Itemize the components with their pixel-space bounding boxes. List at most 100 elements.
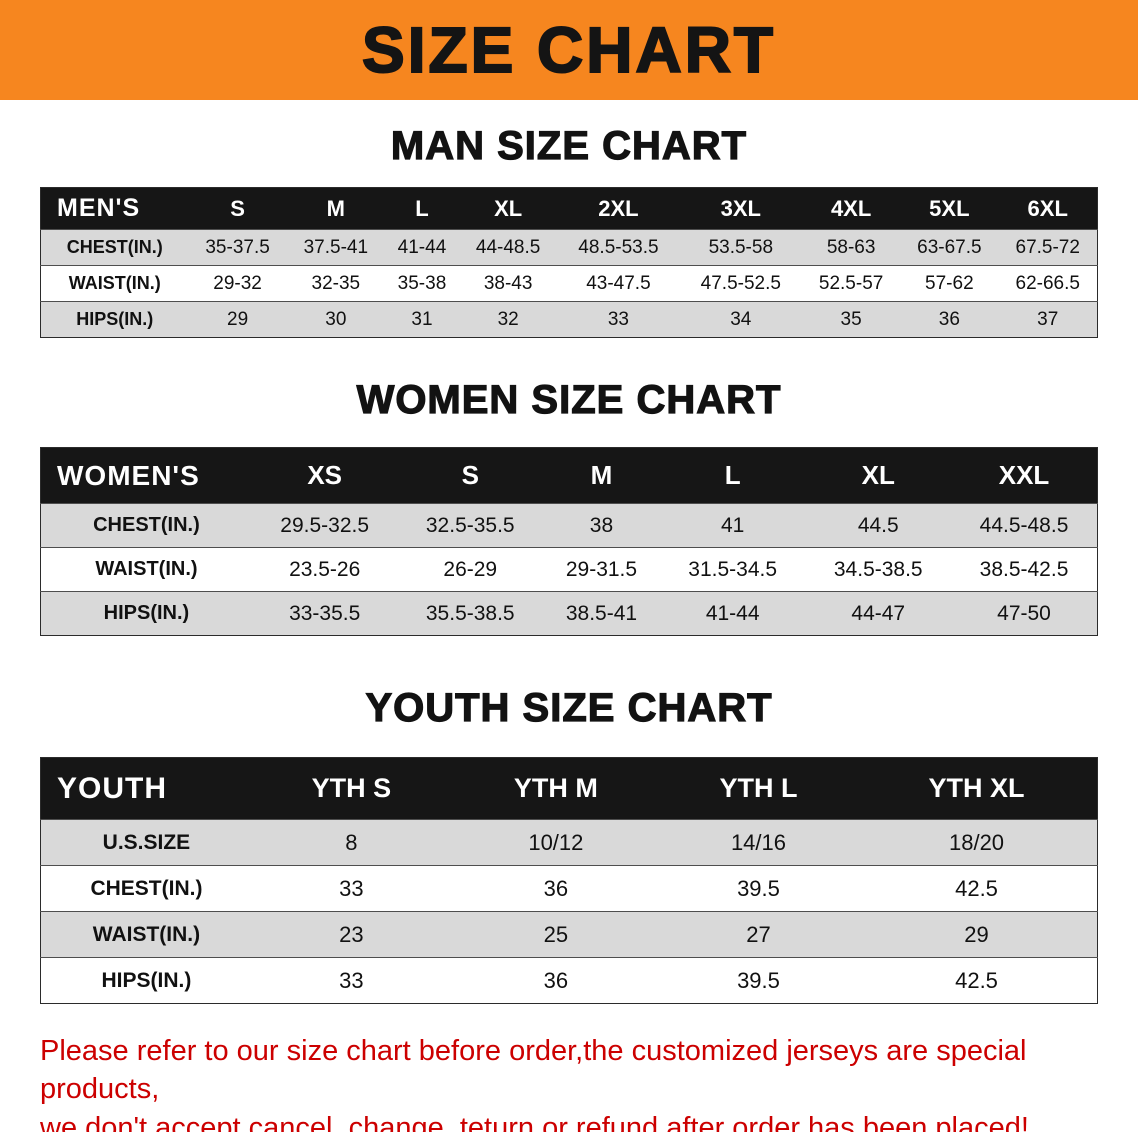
- women-size-table: WOMEN'S XS S M L XL XXL CHEST(IN.) 29.5-32.5 32.5…: [40, 447, 1098, 636]
- value-cell: 44.5: [857, 513, 899, 537]
- value-cell: 44-47: [851, 601, 906, 625]
- size-column-header: 3XL: [720, 195, 761, 221]
- size-column-header: 2XL: [598, 195, 639, 221]
- value-cell: 47.5-52.5: [700, 272, 781, 294]
- value-cell: 31.5-34.5: [688, 557, 778, 581]
- value-cell: 37: [1037, 308, 1059, 330]
- value-cell: 35-37.5: [205, 236, 270, 258]
- value-cell: 29-32: [213, 272, 262, 294]
- value-cell: 36: [543, 875, 569, 901]
- size-column-header: 4XL: [830, 195, 872, 221]
- women-size-section: WOMEN SIZE CHART WOMEN'S XS S M L XL XXL CHEST(…: [0, 377, 1138, 636]
- order-disclaimer: Please refer to our size chart before or…: [0, 1032, 1138, 1132]
- value-cell: 29-31.5: [565, 557, 638, 581]
- row-label-cell: U.S.SIZE: [102, 830, 191, 854]
- row-label-cell: CHEST(IN.): [66, 237, 163, 257]
- measurement-row: WAIST(IN.) 23.5-26 26-29 29-31.5 31.5-34.5 34…: [40, 547, 1098, 592]
- value-cell: 8: [345, 829, 358, 855]
- table-title-cell: YOUTH: [57, 771, 167, 805]
- disclaimer-line-2: we don't accept cancel, change, teturn o…: [40, 1111, 1029, 1132]
- size-column-header: 5XL: [929, 195, 970, 221]
- value-cell: 38-43: [483, 272, 533, 294]
- value-cell: 14/16: [730, 829, 786, 855]
- value-cell: 41-44: [397, 236, 447, 258]
- value-cell: 33: [339, 875, 364, 901]
- value-cell: 41-44: [705, 601, 760, 625]
- size-column-header: M: [590, 460, 613, 490]
- size-column-header: S: [461, 460, 479, 490]
- value-cell: 57-62: [925, 272, 974, 294]
- page-title: SIZE CHART: [361, 13, 776, 87]
- youth-size-table: YOUTH YTH S YTH M YTH L YTH XL U.S.SIZE 8 10/12…: [40, 757, 1098, 1004]
- size-column-header: XL: [861, 460, 895, 490]
- value-cell: 38.5-41: [565, 601, 638, 625]
- row-label-cell: HIPS(IN.): [103, 602, 190, 624]
- value-cell: 10/12: [528, 829, 584, 855]
- value-cell: 29.5-32.5: [280, 513, 370, 537]
- size-column-header: S: [230, 195, 245, 221]
- value-cell: 29: [227, 308, 249, 330]
- measurement-row: HIPS(IN.) 29 30 31 32 33 34 35 36 37: [40, 301, 1098, 338]
- value-cell: 67.5-72: [1015, 236, 1080, 258]
- men-size-table: MEN'S S M L XL 2XL 3XL 4XL 5XL 6XL CHEST(IN.) 35-37…: [40, 187, 1098, 338]
- row-label-cell: WAIST(IN.): [68, 273, 161, 293]
- table-header-row: YOUTH YTH S YTH M YTH L YTH XL: [40, 757, 1098, 820]
- value-cell: 34.5-38.5: [833, 557, 923, 581]
- table-title-cell: MEN'S: [57, 194, 141, 222]
- value-cell: 47-50: [997, 601, 1051, 625]
- women-table-wrapper: WOMEN'S XS S M L XL XXL CHEST(IN.) 29.5-32.5 32.5…: [0, 447, 1138, 636]
- women-section-heading: WOMEN SIZE CHART: [356, 377, 782, 422]
- value-cell: 32-35: [311, 272, 361, 294]
- row-label-cell: HIPS(IN.): [76, 309, 154, 329]
- measurement-row: U.S.SIZE 8 10/12 14/16 18/20: [40, 819, 1098, 866]
- value-cell: 18/20: [948, 829, 1005, 855]
- size-column-header: YTH S: [311, 773, 392, 803]
- value-cell: 36: [938, 308, 960, 330]
- row-label-cell: HIPS(IN.): [101, 968, 192, 992]
- youth-table-wrapper: YOUTH YTH S YTH M YTH L YTH XL U.S.SIZE 8 10/12…: [0, 757, 1138, 1004]
- value-cell: 63-67.5: [917, 236, 982, 258]
- size-column-header: 6XL: [1027, 195, 1068, 221]
- value-cell: 27: [746, 921, 771, 947]
- value-cell: 33-35.5: [289, 601, 361, 625]
- value-cell: 30: [325, 308, 347, 330]
- size-column-header: M: [326, 195, 345, 221]
- men-table-wrapper: MEN'S S M L XL 2XL 3XL 4XL 5XL 6XL CHEST(IN.) 35-37…: [0, 187, 1138, 338]
- value-cell: 48.5-53.5: [578, 236, 659, 258]
- size-column-header: YTH L: [719, 773, 798, 803]
- value-cell: 38.5-42.5: [979, 557, 1069, 581]
- value-cell: 26-29: [443, 557, 498, 581]
- row-label-cell: CHEST(IN.): [93, 514, 200, 536]
- value-cell: 25: [543, 921, 569, 947]
- size-column-header: YTH XL: [928, 773, 1025, 803]
- value-cell: 62-66.5: [1015, 272, 1080, 294]
- size-column-header: L: [415, 195, 429, 221]
- value-cell: 52.5-57: [818, 272, 884, 294]
- value-cell: 39.5: [737, 875, 780, 901]
- measurement-row: CHEST(IN.) 35-37.5 37.5-41 41-44 44-48.5 48.5…: [40, 229, 1098, 266]
- value-cell: 42.5: [955, 875, 998, 901]
- size-column-header: L: [724, 460, 741, 490]
- value-cell: 23.5-26: [289, 557, 361, 581]
- measurement-row: HIPS(IN.) 33 36 39.5 42.5: [40, 957, 1098, 1004]
- value-cell: 32: [497, 308, 519, 330]
- value-cell: 32.5-35.5: [425, 513, 515, 537]
- title-banner: SIZE CHART: [0, 0, 1138, 100]
- value-cell: 44-48.5: [475, 236, 541, 258]
- measurement-row: HIPS(IN.) 33-35.5 35.5-38.5 38.5-41 41-44 44-…: [40, 591, 1098, 636]
- table-header-row: WOMEN'S XS S M L XL XXL: [40, 447, 1098, 504]
- men-section-heading: MAN SIZE CHART: [390, 123, 748, 168]
- size-column-header: XS: [307, 460, 343, 490]
- value-cell: 39.5: [737, 967, 780, 993]
- measurement-row: CHEST(IN.) 33 36 39.5 42.5: [40, 865, 1098, 912]
- measurement-row: WAIST(IN.) 29-32 32-35 35-38 38-43 43-47.5 47.…: [40, 265, 1098, 302]
- table-header-row: MEN'S S M L XL 2XL 3XL 4XL 5XL 6XL: [40, 187, 1098, 230]
- value-cell: 29: [964, 921, 989, 947]
- measurement-row: WAIST(IN.) 23 25 27 29: [40, 911, 1098, 958]
- value-cell: 33: [339, 967, 364, 993]
- value-cell: 44.5-48.5: [979, 513, 1069, 537]
- value-cell: 43-47.5: [586, 272, 651, 294]
- value-cell: 31: [411, 308, 433, 330]
- size-column-header: XL: [494, 195, 523, 221]
